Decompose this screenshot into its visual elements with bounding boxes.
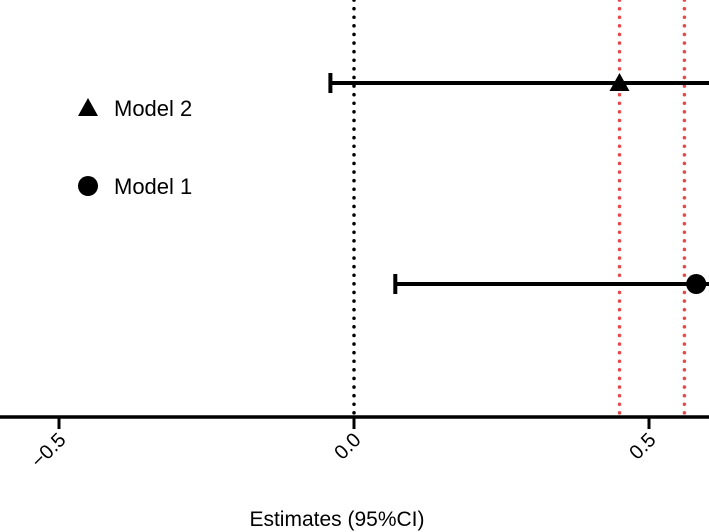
legend-label: Model 1: [114, 174, 192, 199]
estimate-point: [609, 73, 630, 91]
x-tick-label: 0.5: [625, 429, 660, 464]
legend: Model 2 Model 1: [78, 96, 192, 199]
x-axis-title: Estimates (95%CI): [249, 508, 424, 531]
legend-item: Model 2: [78, 96, 192, 121]
legend-label: Model 2: [114, 96, 192, 121]
x-tick-label: −0.5: [27, 429, 70, 472]
errorbar-model-2: [328, 73, 709, 93]
errorbar-model-1: [393, 274, 709, 294]
reference-lines: [352, 0, 687, 419]
error-bars: [328, 73, 709, 294]
legend-item: Model 1: [78, 174, 192, 199]
x-axis: −1.0−0.50.00.51.0: [0, 415, 709, 472]
triangle-marker-icon: [78, 98, 98, 116]
x-tick-label: 0.0: [330, 429, 365, 464]
estimate-point: [686, 274, 707, 294]
circle-marker-icon: [78, 176, 98, 196]
